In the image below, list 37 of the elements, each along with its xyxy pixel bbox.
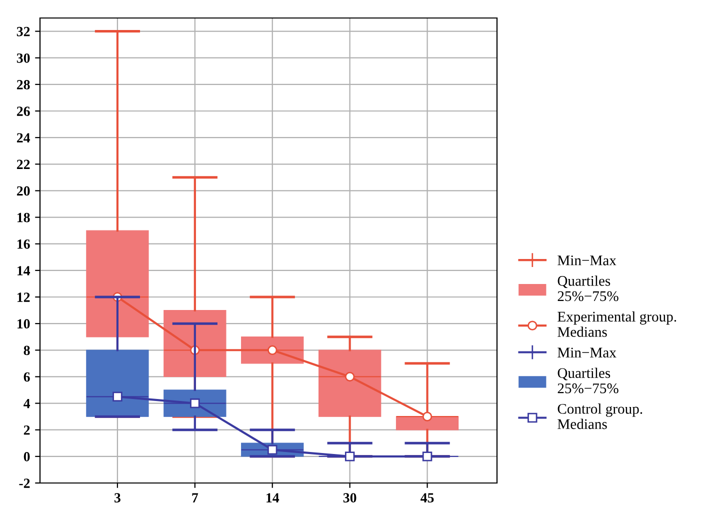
point [112,392,122,402]
y-tick-label: 20 [16,186,30,196]
x-tick-label: 30 [343,493,356,502]
y-tick-label: 30 [16,53,30,63]
y-tick-label: 0 [24,452,30,462]
point [344,372,355,382]
y-tick-label: 22 [16,160,30,169]
x-tick-label: 3 [114,493,120,502]
text: Min−Max [558,348,616,358]
y-tick-label: 10 [18,319,30,329]
point [422,452,432,462]
y-tick-label: 16 [18,239,30,249]
y-tick-label: -2 [19,478,30,488]
point [268,444,278,455]
point [422,412,432,422]
legend-label: Quartiles 25%−75% [558,276,618,302]
y-tick-label: 14 [18,266,30,276]
y-tick-label: 28 [16,80,30,90]
y-tick-label: 18 [18,212,30,222]
y-tick-label: 4 [24,398,30,408]
y-tick-label: 6 [24,372,30,382]
text: Min−Max [558,256,616,266]
legend-label: Quartiles 25%−75% [558,368,618,394]
y-tick-label: 26 [16,106,30,116]
legend-label: Control group. Medians [558,404,642,430]
x-tick-label: 14 [266,493,280,502]
x-tick-label: 45 [420,493,434,502]
y-tick-label: 32 [16,26,30,36]
point [268,345,278,356]
y-tick-label: 24 [16,133,30,142]
point [190,398,200,408]
y-tick-label: 12 [18,292,30,302]
point [344,452,355,462]
y-tick-label: 2 [24,425,30,435]
y-tick-label: 8 [24,346,30,356]
x-tick-label: 7 [192,493,198,502]
legend-label: Experimental group. Medians [558,311,676,337]
